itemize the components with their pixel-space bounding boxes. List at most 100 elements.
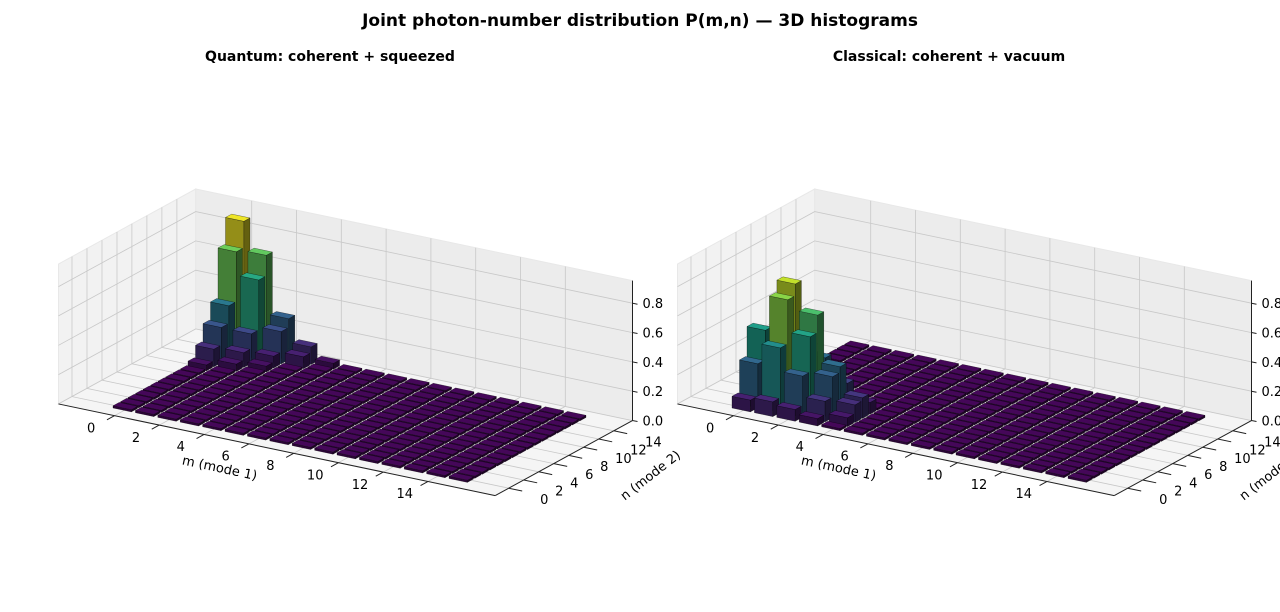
z-tick-mark (632, 390, 638, 393)
bar-top-face (448, 387, 475, 396)
bar-top-face (284, 375, 311, 384)
z-tick-mark (1251, 390, 1257, 393)
bar-top-face (366, 449, 393, 458)
bar-top-face (269, 401, 296, 409)
bar-top-face (194, 374, 221, 382)
bar-top-face (1045, 433, 1071, 442)
bar-top-face (888, 367, 915, 375)
bar-top-face (1060, 391, 1087, 400)
y-tick-mark (538, 471, 553, 476)
bar-top-face (1097, 422, 1124, 431)
bar-top-face (389, 386, 415, 395)
bar-top-face (1052, 412, 1079, 421)
bar-top-face (500, 426, 527, 435)
y-tick-label: 0 (1159, 493, 1167, 508)
bar-top-face (880, 422, 907, 430)
z-gridline (58, 211, 633, 304)
bar-top-face (508, 405, 535, 414)
bar-top-face (291, 371, 318, 380)
bar-top-face (164, 390, 191, 399)
z-tick-mark (632, 420, 638, 423)
bar (201, 420, 228, 432)
bar-top-face (1000, 441, 1027, 450)
bar-top-face (455, 451, 482, 460)
bar-top-face (455, 468, 482, 477)
bar-top-face (1075, 417, 1101, 426)
bar-top-face (1089, 443, 1116, 452)
bar-top-face (858, 383, 885, 392)
bar-top-face (1045, 416, 1072, 425)
bar (828, 410, 855, 427)
bar-top-face (321, 440, 348, 449)
y-tick-label: 6 (1204, 468, 1212, 483)
bar-top-face (1089, 460, 1116, 469)
bar-top-face (1090, 426, 1116, 435)
bar-top-face (873, 358, 900, 367)
bar-top-face (873, 426, 900, 435)
bar-top-face (911, 354, 937, 363)
bar-top-face (925, 397, 952, 406)
bar-top-face (820, 420, 847, 429)
bar-top-face (179, 416, 206, 425)
bar-top-face (1105, 401, 1131, 409)
bar-top-face (933, 359, 960, 368)
x-tick-label: 12 (352, 478, 369, 493)
y-tick-label: 8 (1219, 460, 1227, 475)
bar-top-face (903, 426, 929, 435)
bar-top-face (1000, 373, 1027, 382)
bar (336, 449, 363, 460)
bar-top-face (157, 394, 184, 403)
bar (1044, 467, 1071, 479)
bar-top-face (1022, 463, 1049, 472)
bar-top-face (940, 406, 967, 415)
bar-top-face (963, 377, 990, 385)
bar-top-face (448, 421, 475, 430)
y-tick-label: 8 (600, 460, 608, 475)
bar-top-face (134, 389, 161, 398)
bar-top-face (1149, 410, 1176, 419)
bar-top-face (366, 432, 393, 441)
bar-top-face (157, 377, 184, 386)
bar-top-face (366, 398, 393, 407)
bar (291, 439, 318, 450)
bar-top-face (231, 404, 258, 413)
bar-top-face (336, 449, 363, 457)
bar-top-face (313, 444, 340, 453)
bar-top-face (806, 393, 832, 402)
bar-top-face (306, 397, 333, 406)
bar-top-face (925, 380, 952, 389)
z-tick-label: 0.4 (643, 356, 664, 371)
bar (1082, 430, 1109, 441)
bar-top-face (194, 408, 221, 416)
bar-top-face (828, 410, 855, 419)
bar-top-face (933, 376, 960, 385)
bar-top-face (276, 430, 303, 439)
bar-top-face (336, 432, 363, 440)
bar-top-face (1112, 397, 1139, 405)
bar-top-face (1075, 434, 1101, 443)
bar-top-face (1060, 408, 1087, 417)
bar-top-face (1022, 429, 1049, 438)
y-tick-mark (1187, 454, 1202, 459)
bar (314, 355, 341, 370)
bar-top-face (873, 375, 900, 384)
bar-top-face (1090, 409, 1116, 418)
bar-top-face (963, 394, 989, 402)
bar (1022, 463, 1049, 474)
bar-top-face (523, 431, 550, 440)
bar-top-face (1082, 447, 1109, 456)
bar-top-face (1023, 378, 1049, 387)
bar-top-face (500, 443, 527, 452)
y-tick-label: 6 (585, 468, 593, 483)
bar-top-face (865, 413, 892, 422)
bar-top-face (1097, 439, 1124, 448)
bar-top-face (1075, 400, 1102, 409)
bar-top-face (329, 402, 355, 411)
bar-top-face (493, 414, 520, 422)
bar-top-face (411, 425, 438, 433)
bar-top-face (209, 399, 236, 408)
bar-top-face (1037, 387, 1064, 395)
bar-top-face (478, 439, 505, 448)
bar-top-face (1000, 458, 1026, 467)
y-tick-mark (523, 479, 538, 484)
